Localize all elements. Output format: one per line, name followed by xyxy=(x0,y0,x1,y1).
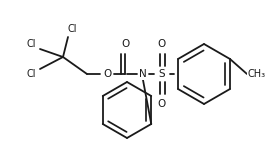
Text: O: O xyxy=(158,39,166,49)
Text: N: N xyxy=(139,69,147,79)
Text: O: O xyxy=(103,69,111,79)
Text: S: S xyxy=(159,69,165,79)
Text: Cl: Cl xyxy=(26,69,36,79)
Text: O: O xyxy=(158,99,166,109)
Text: Cl: Cl xyxy=(67,24,77,34)
Text: O: O xyxy=(121,39,129,49)
Text: CH₃: CH₃ xyxy=(248,69,266,79)
Text: Cl: Cl xyxy=(26,39,36,49)
